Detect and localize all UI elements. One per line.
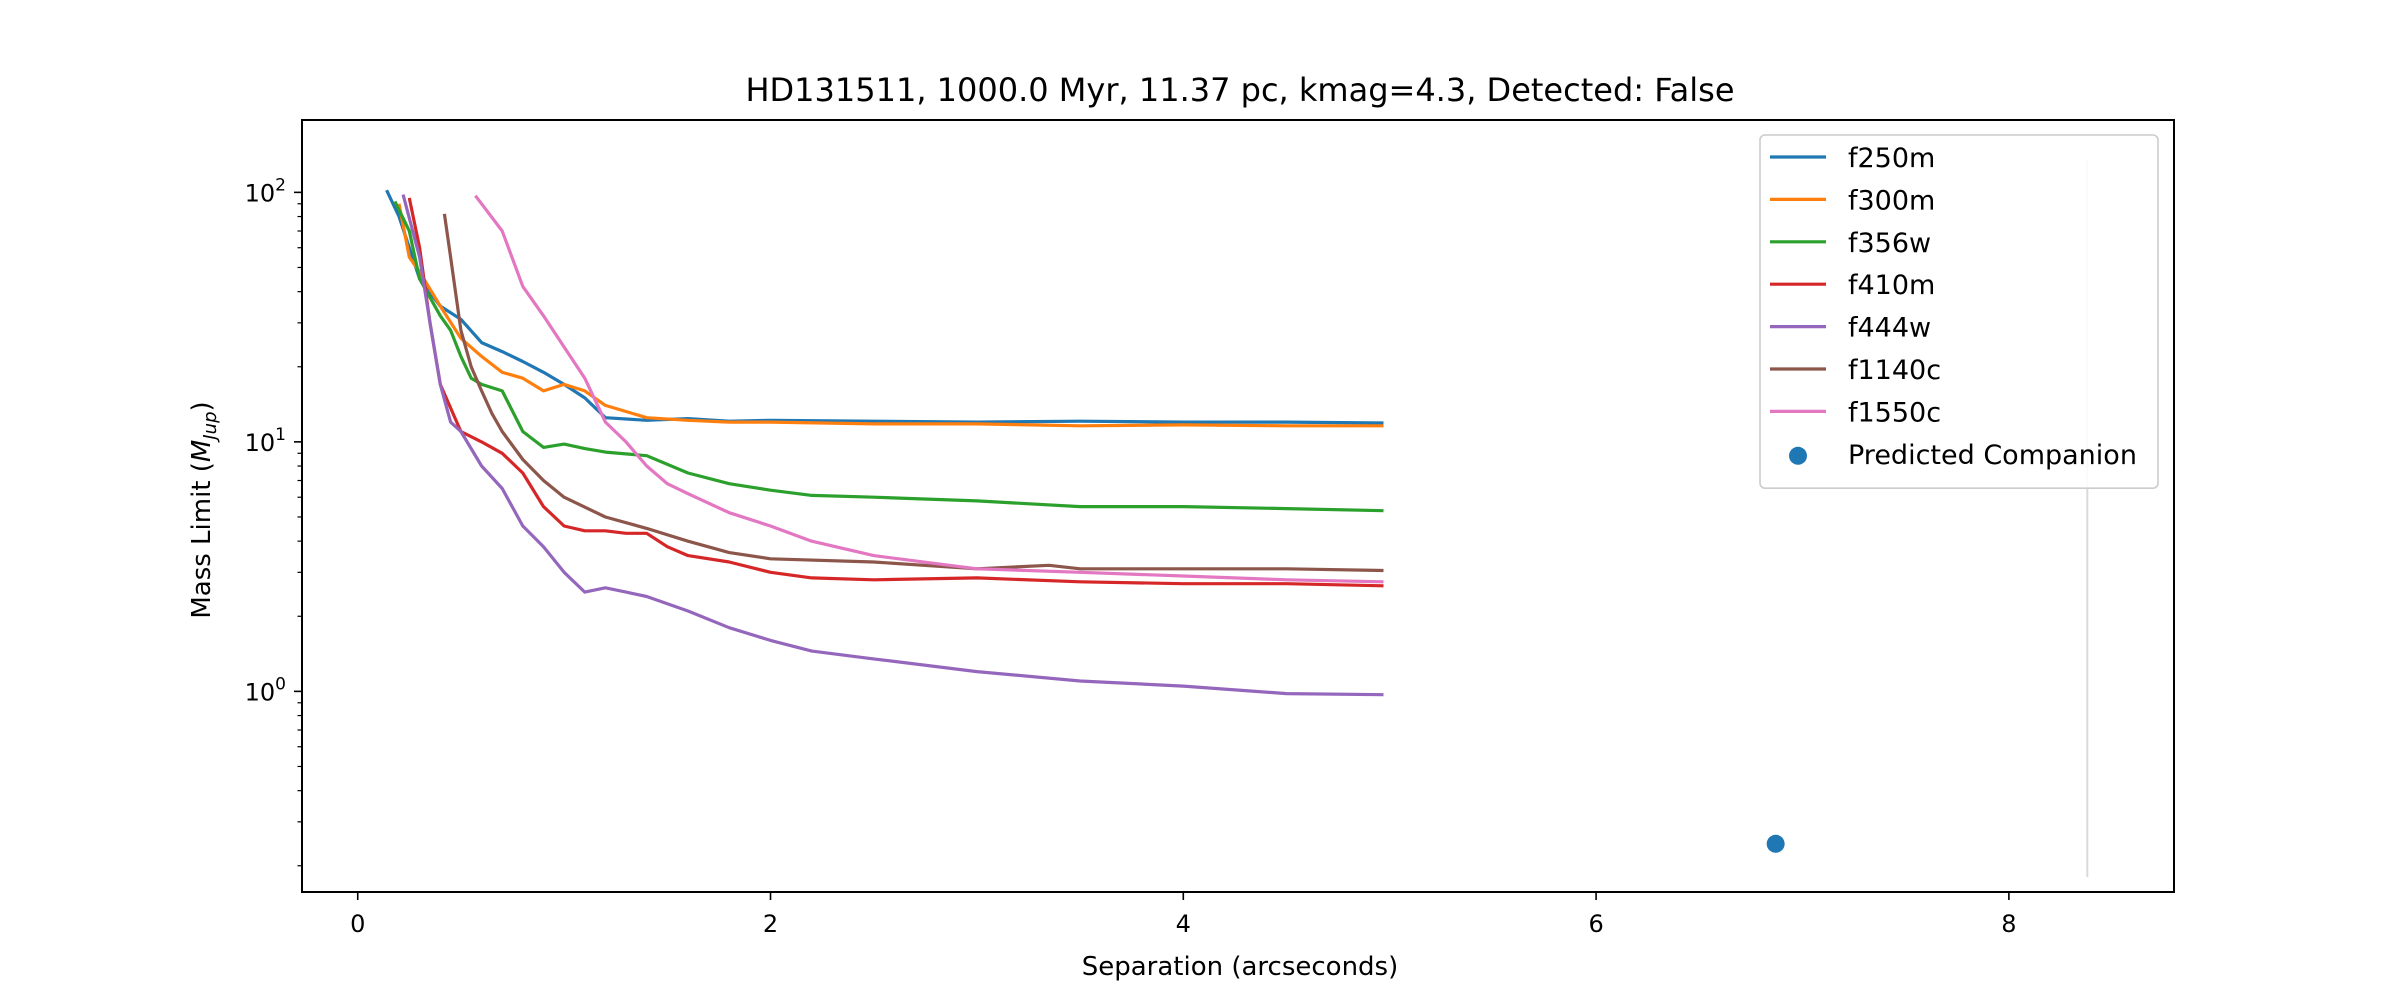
legend-label-f1140c: f1140c [1848,355,1941,386]
legend-label-f300m: f300m [1848,185,1935,216]
chart-title: HD131511, 1000.0 Myr, 11.37 pc, kmag=4.3… [745,71,1734,109]
legend-label-f356w: f356w [1848,228,1931,259]
x-tick-label-2: 2 [763,910,778,938]
legend-label-f250m: f250m [1848,143,1935,174]
x-axis: 0 2 4 6 8 [350,892,2017,938]
legend-label-f410m: f410m [1848,270,1935,301]
legend: f250m f300m f356w f410m f444w f1140c f1550c Pre… [1759,134,2159,490]
x-tick-label-0: 0 [350,910,365,938]
x-tick-label-4: 4 [1176,910,1191,938]
legend-label-f1550c: f1550c [1848,397,1941,428]
series-line-f1140c [442,213,1384,573]
y-tick-label-1: 100 [245,674,286,706]
y-axis: 100 101 102 [245,175,302,867]
x-tick-label-6: 6 [1588,910,1603,938]
legend-box [1759,134,2159,490]
series-line-f356w [393,200,1384,513]
plot-frame [301,119,2175,893]
y-axis-label-sub: Jup [200,411,221,442]
series-line-f444w [401,194,1384,697]
y-axis-label-close: ) [187,401,217,411]
series-line-f1550c [474,194,1384,584]
plot-area [385,159,2089,878]
y-axis-label: Mass Limit (MJup) [187,401,221,618]
legend-swatch-predicted-companion [1789,446,1807,465]
y-axis-label-math: M [187,440,217,462]
x-axis-label: Separation (arcseconds) [1082,952,1399,982]
legend-label-predicted-companion: Predicted Companion [1848,440,2137,471]
y-tick-label-100: 102 [245,175,286,207]
legend-label-f444w: f444w [1848,313,1931,344]
y-axis-label-text: Mass Limit ( [187,462,217,619]
predicted-companion-point [1766,834,1785,853]
y-tick-label-10: 101 [245,425,286,457]
x-tick-label-8: 8 [2001,910,2016,938]
series-line-f250m [385,189,1384,425]
